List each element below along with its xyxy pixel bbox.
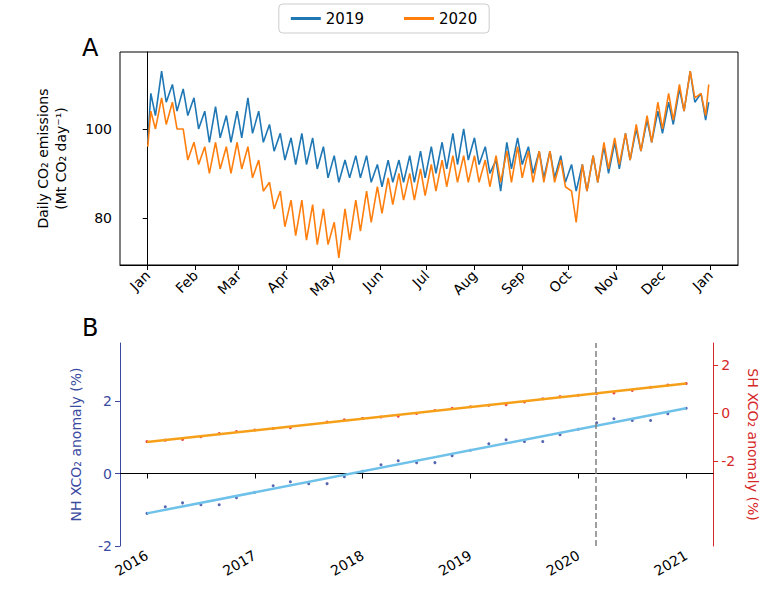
svg-text:Nov: Nov <box>591 267 622 298</box>
svg-text:Aug: Aug <box>449 267 480 298</box>
svg-text:Daily CO₂ emissions: Daily CO₂ emissions <box>35 88 51 228</box>
svg-text:Mar: Mar <box>214 267 244 297</box>
svg-text:2020: 2020 <box>439 10 477 28</box>
svg-text:2019: 2019 <box>436 547 475 579</box>
svg-text:2019: 2019 <box>326 10 364 28</box>
svg-text:Dec: Dec <box>638 267 668 297</box>
svg-text:2021: 2021 <box>651 547 690 579</box>
svg-text:2: 2 <box>103 393 112 409</box>
svg-text:-2: -2 <box>721 453 735 469</box>
svg-text:Apr: Apr <box>264 267 293 296</box>
svg-text:Jan: Jan <box>126 267 153 294</box>
svg-text:Jul: Jul <box>408 267 432 291</box>
svg-text:80: 80 <box>94 210 112 226</box>
svg-text:2: 2 <box>721 357 730 373</box>
svg-text:May: May <box>307 267 339 299</box>
svg-text:Feb: Feb <box>172 267 201 296</box>
svg-text:100: 100 <box>85 121 112 137</box>
svg-text:0: 0 <box>721 405 730 421</box>
svg-text:2018: 2018 <box>328 547 367 579</box>
svg-text:Oct: Oct <box>546 267 575 296</box>
svg-text:NH XCO₂ anomaly (%): NH XCO₂ anomaly (%) <box>68 368 84 522</box>
svg-text:(Mt CO₂ day⁻¹): (Mt CO₂ day⁻¹) <box>53 107 69 210</box>
svg-text:0: 0 <box>103 466 112 482</box>
svg-text:2020: 2020 <box>544 547 583 579</box>
svg-text:Jun: Jun <box>359 267 386 294</box>
svg-text:SH XCO₂ anomaly (%): SH XCO₂ anomaly (%) <box>745 368 761 520</box>
svg-text:Sep: Sep <box>498 267 528 297</box>
svg-text:-2: -2 <box>98 538 112 554</box>
svg-text:2017: 2017 <box>220 547 259 579</box>
svg-text:A: A <box>82 34 99 62</box>
svg-text:B: B <box>82 314 98 342</box>
svg-text:Jan: Jan <box>689 267 716 294</box>
svg-text:2016: 2016 <box>112 547 151 579</box>
